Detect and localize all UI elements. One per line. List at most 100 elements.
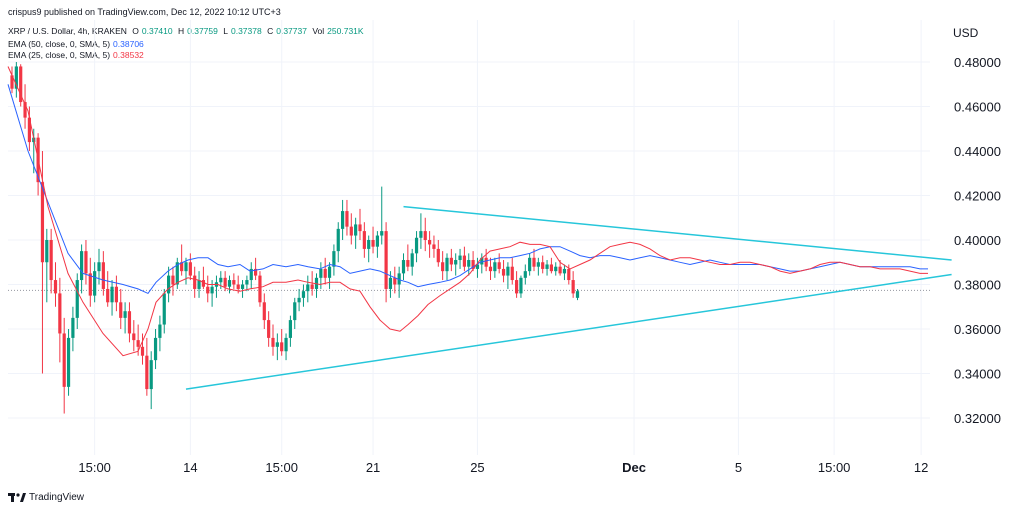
y-tick-label: 0.38000 — [954, 278, 1001, 293]
ema25-legend[interactable]: EMA (25, close, 0, SMA, 5) 0.38532 — [8, 50, 147, 60]
candle — [23, 84, 27, 129]
candle-body — [97, 262, 101, 272]
candle — [332, 244, 336, 276]
candle-body — [84, 251, 88, 274]
candle — [106, 271, 110, 307]
candle-body — [184, 262, 188, 272]
candle-body — [45, 240, 49, 263]
close-value: 0.37737 — [276, 26, 307, 36]
candle-body — [123, 311, 127, 318]
candle — [449, 248, 453, 272]
candle — [432, 235, 436, 258]
candle — [562, 264, 567, 281]
candle-body — [258, 275, 262, 303]
candle-body — [519, 277, 523, 294]
candle — [245, 275, 249, 292]
candle-body — [541, 262, 545, 269]
candle-body — [484, 257, 488, 267]
candle-body — [175, 262, 179, 285]
tradingview-logo-icon — [8, 492, 26, 502]
candle — [19, 64, 23, 107]
ema25-label: EMA (25, close, 0, SMA, 5) — [8, 50, 111, 60]
candle-body — [393, 277, 397, 285]
candle-body — [462, 255, 466, 267]
candle-body — [401, 260, 406, 274]
candle-body — [397, 273, 401, 285]
candle — [49, 228, 53, 294]
candle-body — [345, 211, 349, 227]
x-tick-label: 21 — [366, 460, 380, 475]
candle-body — [271, 337, 275, 347]
candle — [297, 288, 301, 312]
candle-body — [410, 253, 414, 267]
candle-body — [280, 342, 284, 352]
candle-body — [501, 268, 506, 276]
candle-body — [127, 311, 132, 334]
time-axis[interactable]: 15:00 14 15:00 21 25 Dec 5 15:00 12 — [78, 460, 928, 475]
candle — [171, 266, 175, 296]
candle — [140, 333, 145, 365]
ema50-line — [7, 84, 928, 295]
candle — [127, 302, 132, 343]
candle — [167, 266, 171, 303]
symbol-title[interactable]: XRP / U.S. Dollar, 4h, KRAKEN — [8, 26, 127, 36]
candle — [471, 251, 475, 272]
tradingview-logo[interactable]: TradingView — [8, 492, 84, 503]
candle — [493, 257, 497, 278]
candle-body — [454, 260, 458, 265]
candle-body — [436, 248, 440, 263]
candle-body — [206, 286, 210, 294]
candle-body — [49, 240, 53, 281]
y-tick-label: 0.46000 — [954, 100, 1001, 115]
candle — [506, 262, 510, 289]
candle — [454, 253, 458, 276]
x-tick-label: 15:00 — [818, 460, 851, 475]
candle — [232, 273, 236, 289]
price-axis[interactable]: 0.48000 0.46000 0.44000 0.42000 0.40000 0.380… — [954, 55, 1001, 426]
candle-body — [66, 337, 71, 387]
candle — [301, 284, 306, 307]
candle-body — [510, 266, 514, 281]
candle-body — [419, 231, 423, 238]
candle — [571, 271, 575, 298]
candle — [110, 280, 114, 316]
candle — [184, 257, 188, 285]
y-tick-label: 0.48000 — [954, 55, 1001, 70]
volume-value: 250.731K — [327, 26, 364, 36]
low-label: L — [223, 26, 228, 36]
x-tick-label: 15:00 — [265, 460, 298, 475]
candle — [153, 329, 158, 370]
candle — [249, 262, 253, 289]
open-value: 0.37410 — [141, 26, 173, 36]
candle-body — [40, 182, 45, 263]
ema50-legend[interactable]: EMA (50, close, 0, SMA, 5) 0.38706 — [8, 39, 147, 49]
candle — [93, 262, 97, 303]
y-tick-label: 0.42000 — [954, 189, 1001, 204]
candle — [145, 337, 149, 396]
candle — [458, 248, 462, 269]
candle — [14, 62, 18, 98]
candle-body — [153, 337, 158, 361]
candle-body — [336, 228, 340, 252]
y-tick-label: 0.32000 — [954, 411, 1001, 426]
candle-body — [149, 360, 153, 390]
candle — [532, 248, 536, 272]
candle-body — [167, 275, 171, 294]
y-tick-label: 0.36000 — [954, 322, 1001, 337]
candle — [132, 320, 136, 352]
candle-body — [219, 277, 223, 283]
candle-body — [388, 277, 393, 289]
candle — [254, 257, 258, 281]
candle — [262, 293, 266, 329]
candle-body — [262, 302, 266, 321]
ema50-label: EMA (50, close, 0, SMA, 5) — [8, 39, 111, 49]
candle-body — [327, 266, 332, 278]
candle-body — [227, 280, 232, 287]
trendline-upper — [403, 205, 952, 261]
candle-body — [71, 317, 75, 338]
candle — [114, 275, 118, 312]
candle — [423, 217, 427, 252]
candle-body — [310, 284, 314, 289]
candle-body — [232, 280, 236, 285]
